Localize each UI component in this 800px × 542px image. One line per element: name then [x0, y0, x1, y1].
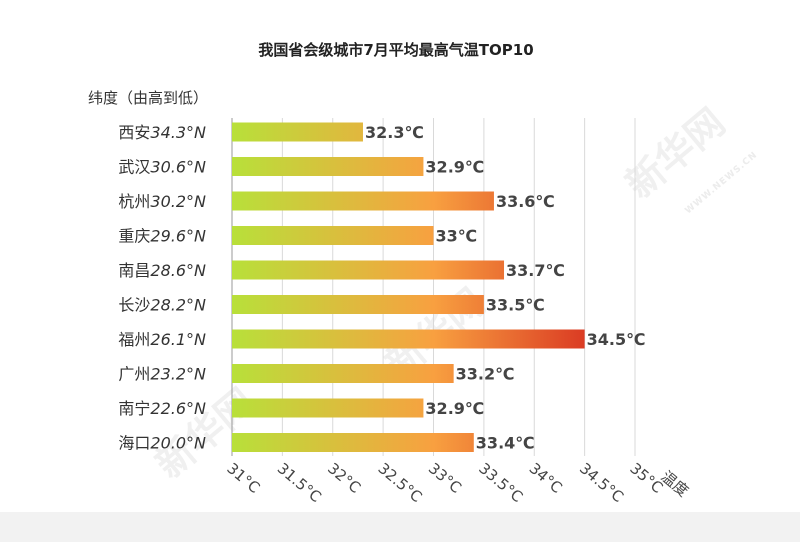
latitude-value: 34.3°N: [150, 123, 206, 142]
x-axis-ticks: 31°C 31.5°C 32°C 32.5°C 33°C 33.5°C 34°C 34.5°C…: [223, 459, 666, 506]
x-tick-label: 32°C: [324, 459, 364, 497]
city-name: 长沙: [118, 296, 150, 315]
bar: [232, 433, 474, 452]
value-label: 34.5℃: [587, 330, 646, 349]
bar: [232, 157, 424, 176]
city-name: 南宁: [118, 399, 150, 418]
category-label: 海口20.0°N: [118, 434, 206, 453]
category-label: 福州26.1°N: [118, 330, 206, 349]
city-name: 西安: [118, 123, 150, 142]
x-tick-label: 31.5°C: [274, 459, 325, 506]
category-label: 杭州30.2°N: [118, 192, 206, 211]
latitude-value: 29.6°N: [150, 227, 206, 246]
latitude-value: 30.2°N: [150, 192, 206, 211]
bar: [232, 295, 484, 314]
category-label: 武汉30.6°N: [118, 158, 206, 177]
x-tick-label: 34°C: [526, 459, 566, 497]
x-tick-label: 33.5°C: [475, 459, 526, 506]
latitude-value: 20.0°N: [150, 434, 206, 453]
x-tick-label: 34.5°C: [576, 459, 627, 506]
value-label: 33℃: [436, 227, 478, 246]
value-label: 33.7℃: [506, 261, 565, 280]
bar: [232, 398, 424, 418]
x-tick-label: 33°C: [425, 459, 465, 497]
bars: [232, 122, 585, 452]
latitude-value: 22.6°N: [150, 399, 206, 418]
value-label: 33.2℃: [456, 365, 515, 384]
category-label: 南宁22.6°N: [118, 399, 206, 418]
city-name: 武汉: [118, 158, 150, 177]
bar: [232, 122, 363, 142]
city-name: 杭州: [118, 192, 150, 211]
x-axis-label: 温度: [657, 467, 692, 500]
category-labels: 西安34.3°N武汉30.6°N杭州30.2°N重庆29.6°N南昌28.6°N…: [118, 123, 206, 453]
latitude-value: 28.2°N: [150, 296, 206, 315]
bar: [232, 364, 454, 383]
city-name: 广州: [118, 365, 150, 384]
y-axis-label: 纬度（由高到低）: [88, 89, 208, 107]
value-labels: 32.3℃32.9℃33.6℃33℃33.7℃33.5℃34.5℃33.2℃32…: [365, 123, 646, 453]
city-name: 南昌: [118, 261, 150, 280]
value-label: 32.9℃: [425, 158, 484, 177]
value-label: 33.4℃: [476, 434, 535, 453]
latitude-value: 30.6°N: [150, 158, 206, 177]
chart-title: 我国省会级城市7月平均最高气温TOP10: [258, 41, 533, 59]
x-tick-label: 32.5°C: [375, 459, 426, 506]
latitude-value: 28.6°N: [150, 261, 206, 280]
value-label: 33.6℃: [496, 192, 555, 211]
city-name: 福州: [118, 330, 150, 349]
category-label: 南昌28.6°N: [118, 261, 206, 280]
city-name: 海口: [118, 434, 150, 453]
footer-band: [0, 512, 800, 542]
bar: [232, 260, 505, 280]
value-label: 32.3℃: [365, 123, 424, 142]
category-label: 重庆29.6°N: [118, 227, 206, 246]
x-tick-label: 31°C: [223, 459, 263, 497]
latitude-value: 26.1°N: [150, 330, 206, 349]
category-label: 广州23.2°N: [118, 365, 206, 384]
category-label: 西安34.3°N: [118, 123, 206, 142]
category-label: 长沙28.2°N: [118, 296, 206, 315]
city-name: 重庆: [118, 227, 150, 246]
bar: [232, 191, 494, 211]
value-label: 33.5℃: [486, 296, 545, 315]
latitude-value: 23.2°N: [150, 365, 206, 384]
value-label: 32.9℃: [425, 399, 484, 418]
bar: [232, 329, 585, 349]
bar: [232, 226, 434, 245]
